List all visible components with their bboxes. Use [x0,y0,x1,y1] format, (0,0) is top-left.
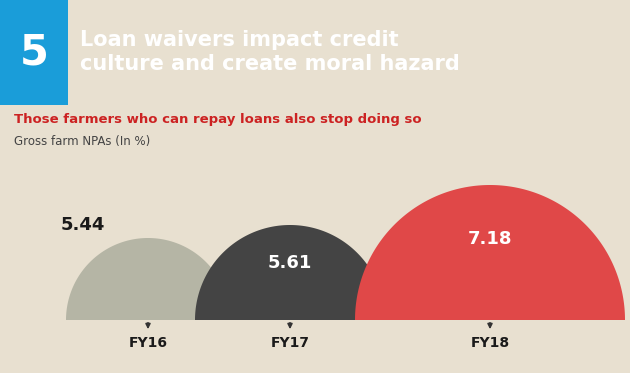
Text: Loan waivers impact credit
culture and create moral hazard: Loan waivers impact credit culture and c… [80,31,460,75]
Polygon shape [66,238,230,320]
Text: 5: 5 [20,31,49,73]
Text: 5.44: 5.44 [61,216,105,234]
Bar [0,0,68,105]
Text: Gross farm NPAs (In %): Gross farm NPAs (In %) [14,135,150,148]
Polygon shape [195,225,385,320]
Polygon shape [355,185,625,320]
Text: 5.61: 5.61 [268,254,312,272]
Text: Those farmers who can repay loans also stop doing so: Those farmers who can repay loans also s… [14,113,421,126]
Text: 7.18: 7.18 [467,230,512,248]
Text: FY16: FY16 [129,336,168,350]
Text: FY17: FY17 [270,336,309,350]
Text: FY18: FY18 [471,336,510,350]
